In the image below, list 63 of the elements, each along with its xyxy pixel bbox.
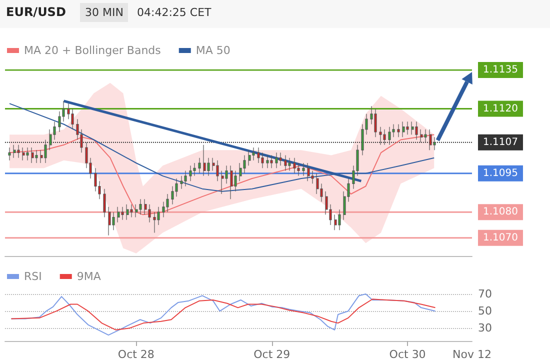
legend-label: MA 20 + Bollinger Bands (24, 44, 162, 57)
candlestick (279, 152, 282, 166)
legend-label: 9MA (76, 270, 102, 283)
candlestick (307, 162, 310, 182)
candlestick (284, 154, 287, 172)
candlestick (189, 165, 192, 182)
candlestick (293, 158, 296, 174)
candlestick (130, 204, 133, 218)
candlestick (402, 121, 405, 138)
candlestick (379, 126, 382, 146)
candlestick (216, 160, 219, 182)
candlestick (248, 150, 251, 166)
y-tick-label: 70 (478, 288, 492, 300)
text: 04:42:25 CET (137, 6, 212, 19)
text: Nov 12 (452, 348, 492, 361)
candlestick (383, 129, 386, 146)
y-tick-label: 1.1135 (483, 64, 518, 76)
x-tick-label: Oct 29 (254, 348, 290, 361)
candlestick (198, 158, 201, 174)
candlestick (44, 139, 47, 164)
y-tick-label: 1.1080 (483, 206, 518, 218)
x-tick-label: Oct 28 (118, 348, 154, 361)
legend-label: MA 50 (196, 44, 230, 57)
candlestick (338, 209, 341, 230)
candlestick (275, 152, 278, 168)
y-tick-label: 1.1070 (483, 232, 518, 244)
legend-label: RSI (24, 270, 42, 283)
candlestick (117, 206, 120, 223)
candlestick (388, 126, 391, 146)
candlestick (203, 144, 206, 176)
candlestick (420, 129, 423, 143)
candlestick (374, 108, 377, 138)
candlestick (397, 124, 400, 138)
candlestick (429, 129, 432, 150)
candlestick (26, 147, 29, 161)
candlestick (108, 206, 111, 236)
candlestick (121, 206, 124, 220)
x-tick-label: Oct 30 (389, 348, 426, 361)
candlestick (13, 144, 16, 158)
candlestick (22, 147, 25, 161)
candlestick (35, 150, 38, 164)
y-tick-label: 1.1095 (483, 168, 518, 179)
candlestick (415, 121, 418, 140)
candlestick (139, 198, 142, 215)
candlestick (31, 147, 34, 164)
y-tick-label: 30 (478, 322, 492, 335)
candlestick (103, 188, 106, 218)
candlestick (266, 154, 269, 168)
y-tick-label: 50 (478, 304, 492, 318)
candlestick (17, 144, 20, 158)
candlestick (406, 121, 409, 135)
chart-title: EUR/USD (6, 5, 66, 19)
candlestick (184, 170, 187, 187)
chart-subtitle: 30 MIN (80, 3, 128, 22)
candlestick (230, 165, 233, 200)
candlestick (424, 129, 427, 143)
y-tick-label: 1.1107 (483, 136, 518, 148)
y-tick-label: 1.1120 (483, 103, 518, 114)
candlestick (126, 204, 129, 220)
candlestick (302, 162, 305, 176)
candlestick (8, 147, 11, 161)
candlestick (288, 158, 291, 172)
candlestick (270, 154, 273, 168)
